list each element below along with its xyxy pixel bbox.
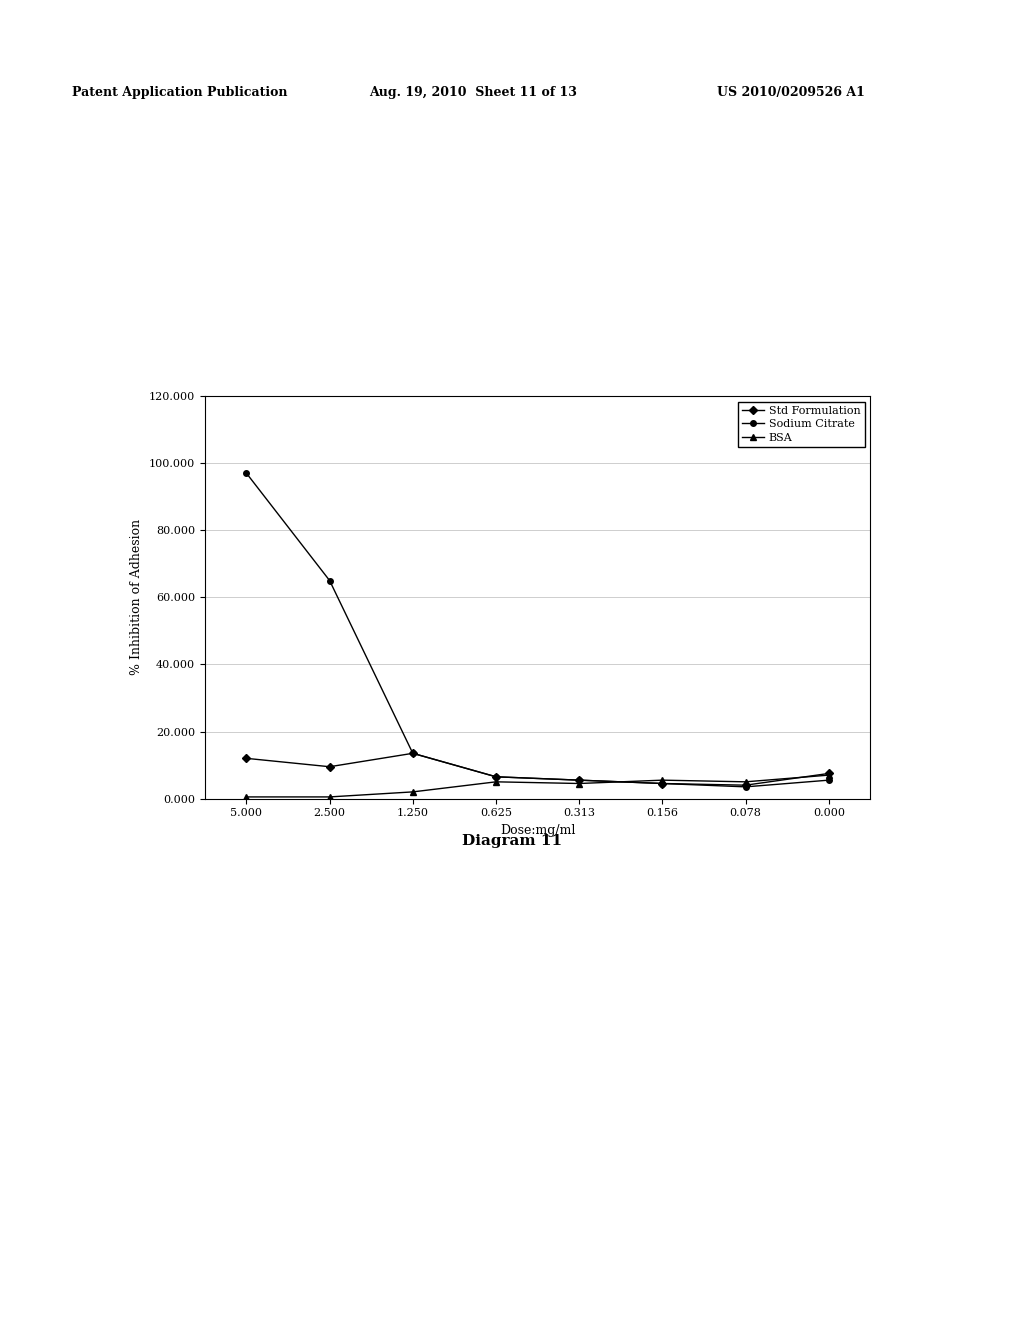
Text: Aug. 19, 2010  Sheet 11 of 13: Aug. 19, 2010 Sheet 11 of 13 — [369, 86, 577, 99]
Std Formulation — [573, 772, 586, 788]
Sodium Citrate — [407, 746, 419, 762]
Std Formulation — [407, 746, 419, 762]
Sodium Citrate — [489, 768, 502, 784]
BSA — [241, 789, 253, 805]
Std Formulation — [241, 750, 253, 766]
BSA — [573, 776, 586, 792]
Sodium Citrate — [241, 465, 253, 480]
Legend: Std Formulation, Sodium Citrate, BSA: Std Formulation, Sodium Citrate, BSA — [737, 401, 865, 447]
BSA — [822, 767, 835, 783]
Std Formulation — [656, 776, 669, 792]
Std Formulation — [324, 759, 336, 775]
Std Formulation — [739, 777, 752, 793]
Line: Sodium Citrate: Sodium Citrate — [244, 470, 831, 789]
Text: Patent Application Publication: Patent Application Publication — [72, 86, 287, 99]
Std Formulation — [489, 768, 502, 784]
Line: BSA: BSA — [244, 772, 831, 800]
Y-axis label: % Inhibition of Adhesion: % Inhibition of Adhesion — [130, 519, 143, 676]
Sodium Citrate — [656, 776, 669, 792]
Text: US 2010/0209526 A1: US 2010/0209526 A1 — [717, 86, 864, 99]
Sodium Citrate — [739, 779, 752, 795]
BSA — [656, 772, 669, 788]
Line: Std Formulation: Std Formulation — [244, 751, 831, 788]
BSA — [407, 784, 419, 800]
Sodium Citrate — [573, 772, 586, 788]
BSA — [489, 774, 502, 789]
BSA — [739, 774, 752, 789]
Sodium Citrate — [822, 772, 835, 788]
BSA — [324, 789, 336, 805]
Std Formulation — [822, 766, 835, 781]
X-axis label: Dose:mg/ml: Dose:mg/ml — [500, 824, 575, 837]
Text: Diagram 11: Diagram 11 — [462, 834, 562, 849]
Sodium Citrate — [324, 573, 336, 589]
